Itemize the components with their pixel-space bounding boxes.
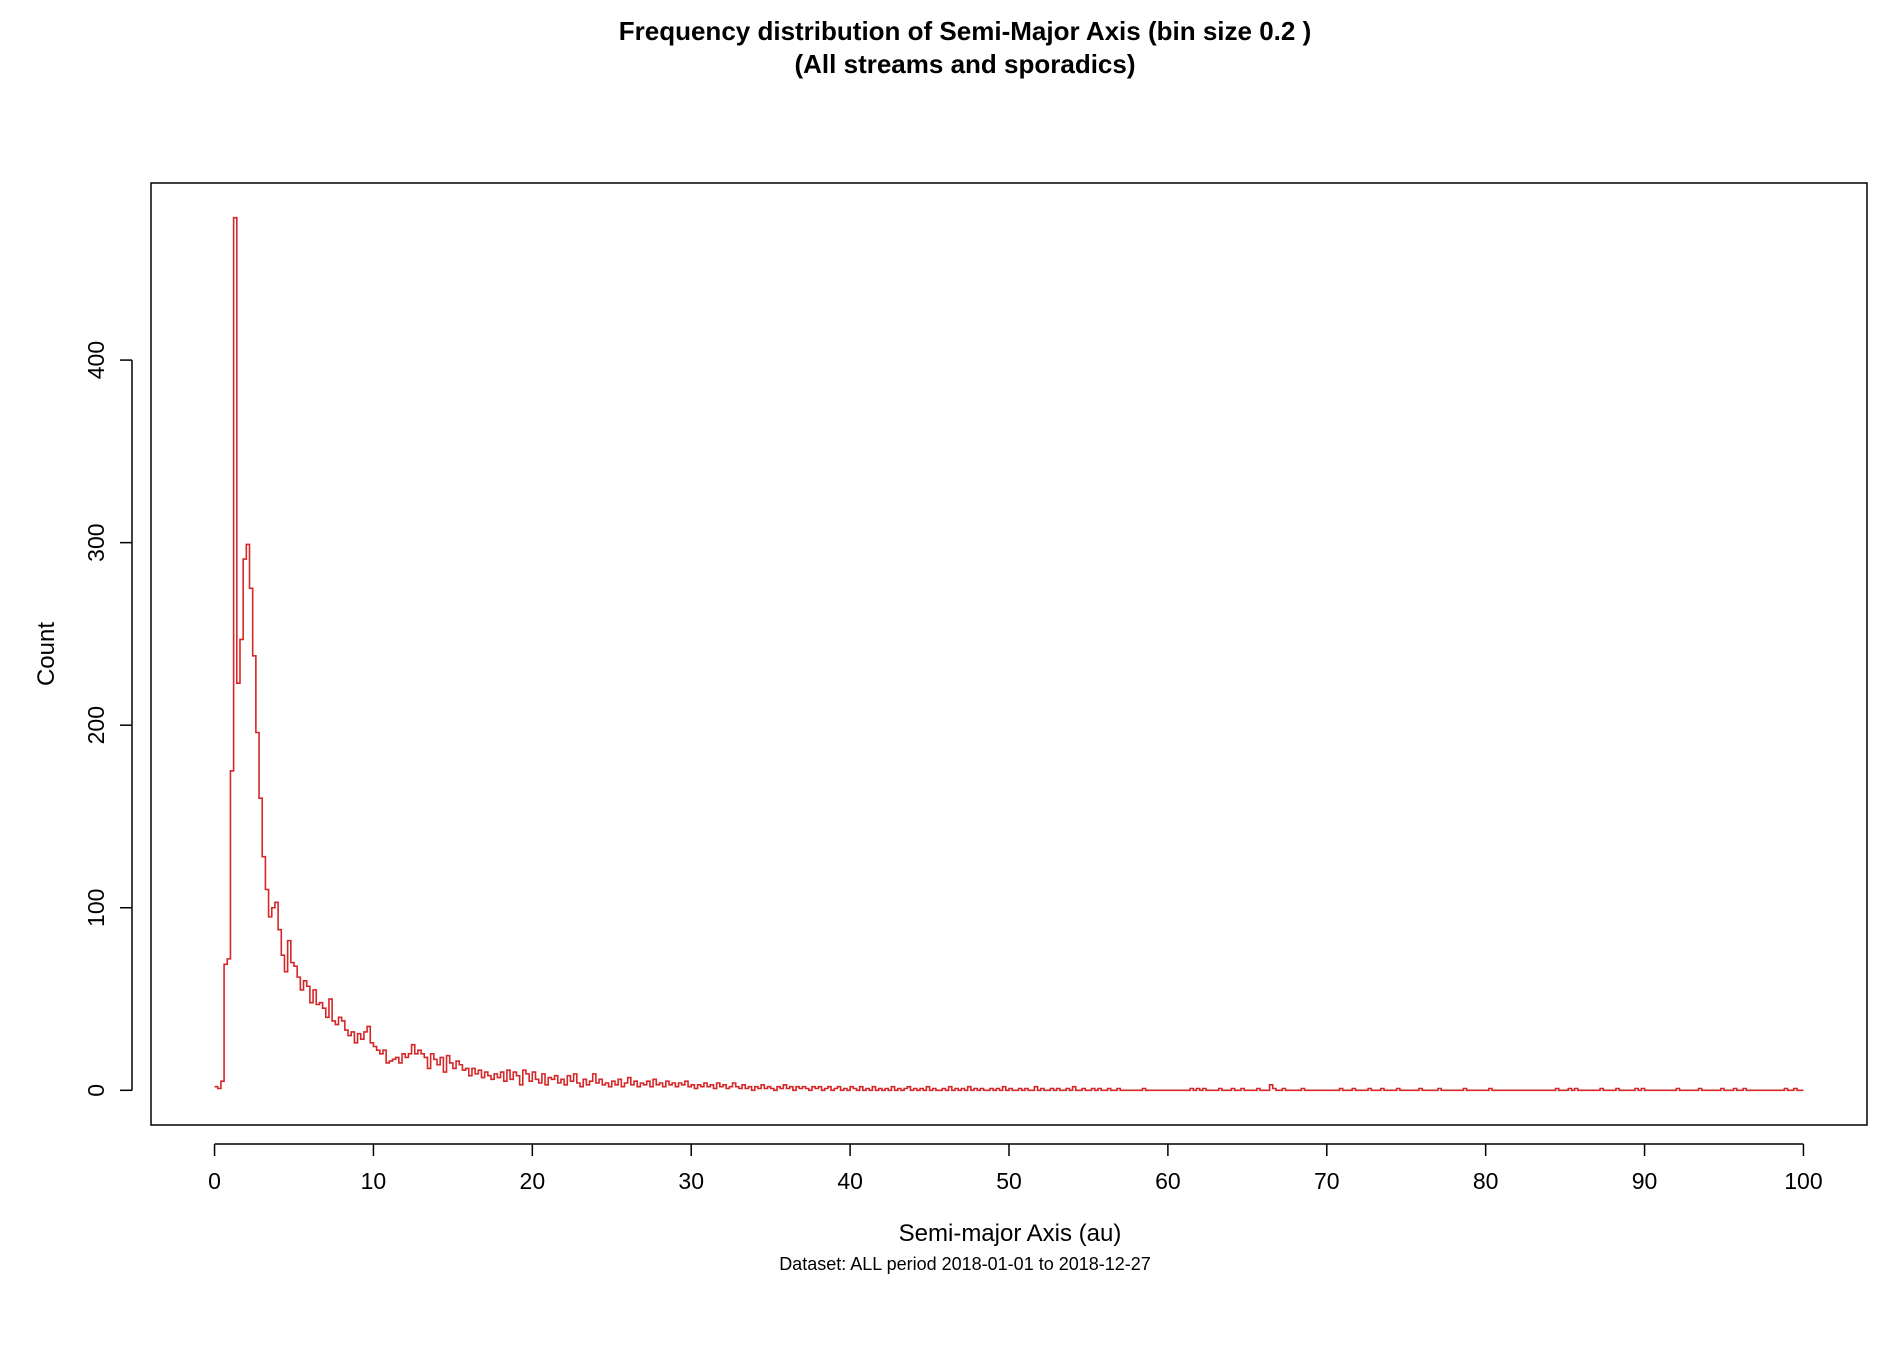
x-tick-label: 0 xyxy=(208,1168,221,1194)
x-tick-label: 80 xyxy=(1473,1168,1499,1194)
x-tick-label: 90 xyxy=(1632,1168,1658,1194)
y-axis-title: Count xyxy=(33,622,60,686)
x-tick-label: 40 xyxy=(837,1168,863,1194)
x-tick-label: 30 xyxy=(678,1168,704,1194)
y-tick-label: 300 xyxy=(83,523,109,561)
x-tick-label: 70 xyxy=(1314,1168,1340,1194)
series-layer xyxy=(214,216,1804,1092)
x-tick-label: 60 xyxy=(1155,1168,1181,1194)
histogram-line xyxy=(214,216,1804,1092)
x-tick-label: 20 xyxy=(520,1168,546,1194)
x-tick-label: 10 xyxy=(361,1168,387,1194)
x-axis-title: Semi-major Axis (au) xyxy=(899,1220,1122,1247)
y-tick-label: 100 xyxy=(83,889,109,927)
chart-subtitle: (All streams and sporadics) xyxy=(795,49,1136,79)
x-tick-label: 50 xyxy=(996,1168,1022,1194)
y-tick-label: 0 xyxy=(83,1084,109,1097)
y-tick-label: 400 xyxy=(83,341,109,379)
plot-frame xyxy=(150,182,1868,1126)
dataset-caption: Dataset: ALL period 2018-01-01 to 2018-1… xyxy=(779,1254,1151,1274)
x-axis: 0 10 20 30 40 50 60 70 80 90 100 xyxy=(208,1143,1823,1194)
x-tick-label: 100 xyxy=(1784,1168,1822,1194)
chart-title: Frequency distribution of Semi-Major Axi… xyxy=(619,16,1311,46)
y-axis: 0 100 200 300 400 xyxy=(83,341,133,1097)
y-tick-label: 200 xyxy=(83,706,109,744)
